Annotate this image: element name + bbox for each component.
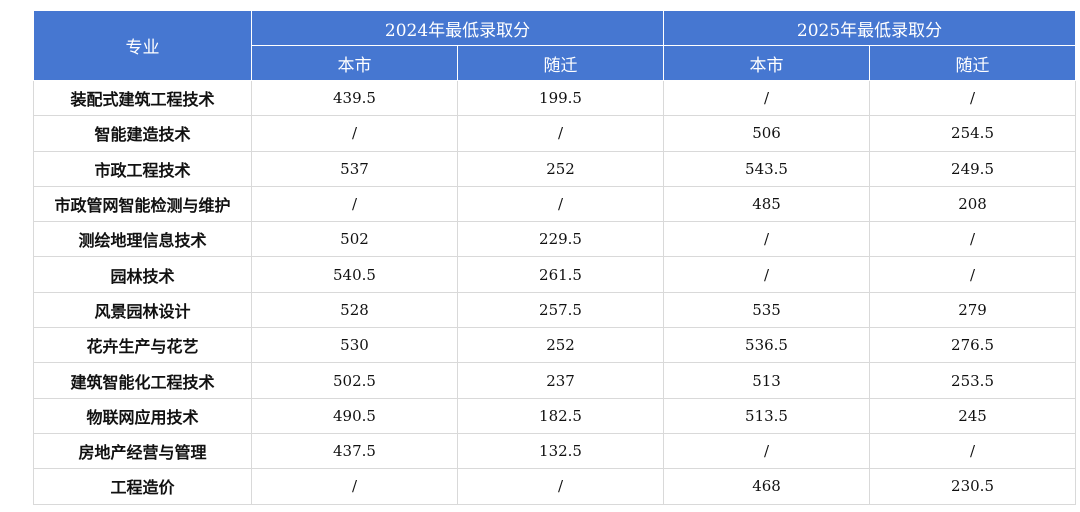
score-cell: 506	[663, 115, 871, 152]
score-cell: 439.5	[251, 79, 458, 117]
table-row: 市政工程技术 537 252 543.5 249.5	[33, 150, 1077, 187]
group-header: 2024年最低录取分	[250, 10, 665, 46]
table-row: 测绘地理信息技术 502 229.5//	[33, 221, 1077, 258]
table-row: 市政管网智能检测与维护 //485 208	[33, 185, 1077, 223]
score-cell: 261.5	[456, 256, 665, 293]
table-row: 智能建造技术 //506 254.5	[33, 115, 1077, 152]
score-cell: 249.5	[869, 150, 1077, 187]
score-cell: 543.5	[663, 150, 871, 187]
table-row: 风景园林设计 528 257.5 535 279	[33, 291, 1077, 329]
score-cell: /	[869, 432, 1077, 470]
score-cell: /	[663, 221, 871, 258]
score-cell: 485	[663, 185, 871, 223]
score-cell: 535	[663, 291, 871, 329]
major-name: 装配式建筑工程技术	[33, 79, 252, 117]
score-cell: 230.5	[869, 468, 1077, 505]
table-row: 建筑智能化工程技术 502.5 237 513 253.5	[33, 362, 1077, 399]
score-cell: 252	[456, 150, 665, 187]
score-cell: 490.5	[251, 397, 458, 434]
score-cell: /	[456, 115, 665, 152]
score-cell: 279	[869, 291, 1077, 329]
score-cell: /	[251, 185, 458, 223]
major-name: 风景园林设计	[33, 291, 252, 329]
table-row: 房地产经营与管理 437.5 132.5//	[33, 432, 1077, 470]
score-cell: 254.5	[869, 115, 1077, 152]
sub-header: 随迁	[869, 45, 1077, 81]
score-cell: 237	[456, 362, 665, 399]
score-cell: /	[251, 115, 458, 152]
score-cell: 182.5	[456, 397, 665, 434]
score-cell: /	[869, 79, 1077, 117]
score-cell: /	[251, 468, 458, 505]
score-cell: 253.5	[869, 362, 1077, 399]
score-cell: 245	[869, 397, 1077, 434]
major-header: 专业	[33, 10, 252, 81]
score-cell: 468	[663, 468, 871, 505]
table-row: 物联网应用技术 490.5 182.5 513.5 245	[33, 397, 1077, 434]
major-name: 测绘地理信息技术	[33, 221, 252, 258]
score-cell: 208	[869, 185, 1077, 223]
major-name: 智能建造技术	[33, 115, 252, 152]
score-cell: /	[869, 256, 1077, 293]
score-table: 专业 2024年最低录取分 2025年最低录取分 本市 随迁 本市 随迁 装配式…	[33, 10, 1077, 505]
score-cell: 536.5	[663, 327, 871, 364]
score-cell: /	[456, 468, 665, 505]
header-row: 专业 2024年最低录取分 2025年最低录取分	[33, 10, 1077, 81]
score-cell: 513.5	[663, 397, 871, 434]
table-row: 装配式建筑工程技术 439.5 199.5//	[33, 79, 1077, 117]
score-cell: 437.5	[251, 432, 458, 470]
score-cell: 199.5	[456, 79, 665, 117]
score-cell: 540.5	[251, 256, 458, 293]
score-cell: /	[663, 256, 871, 293]
major-name: 市政管网智能检测与维护	[33, 185, 252, 223]
score-cell: 513	[663, 362, 871, 399]
major-name: 物联网应用技术	[33, 397, 252, 434]
table-row: 工程造价 //468 230.5	[33, 468, 1077, 505]
header-row: 本市 随迁 本市 随迁	[34, 45, 1077, 81]
table-header: 专业 2024年最低录取分 2025年最低录取分 本市 随迁 本市 随迁	[33, 10, 1077, 81]
score-cell: /	[869, 221, 1077, 258]
score-cell: 502	[251, 221, 458, 258]
major-name: 建筑智能化工程技术	[33, 362, 252, 399]
major-name: 花卉生产与花艺	[33, 327, 252, 364]
table-body: 装配式建筑工程技术 439.5 199.5// 智能建造技术 //506 254.5 市政工…	[33, 79, 1077, 505]
major-name: 房地产经营与管理	[33, 432, 252, 470]
score-cell: 252	[456, 327, 665, 364]
score-cell: 537	[251, 150, 458, 187]
group-header: 2025年最低录取分	[663, 10, 1077, 46]
table-row: 园林技术 540.5 261.5//	[33, 256, 1077, 293]
major-name: 市政工程技术	[33, 150, 252, 187]
major-name: 园林技术	[33, 256, 252, 293]
score-cell: 257.5	[456, 291, 665, 329]
score-cell: /	[663, 432, 871, 470]
score-cell: 229.5	[456, 221, 665, 258]
sub-header: 随迁	[456, 45, 665, 81]
sub-header: 本市	[251, 45, 458, 81]
score-cell: 530	[251, 327, 458, 364]
score-cell: 528	[251, 291, 458, 329]
score-cell: 502.5	[251, 362, 458, 399]
score-cell: /	[663, 79, 871, 117]
major-name: 工程造价	[33, 468, 252, 505]
score-cell: 132.5	[456, 432, 665, 470]
sub-header: 本市	[663, 45, 871, 81]
score-cell: /	[456, 185, 665, 223]
table-row: 花卉生产与花艺 530 252 536.5 276.5	[33, 327, 1077, 364]
score-cell: 276.5	[869, 327, 1077, 364]
